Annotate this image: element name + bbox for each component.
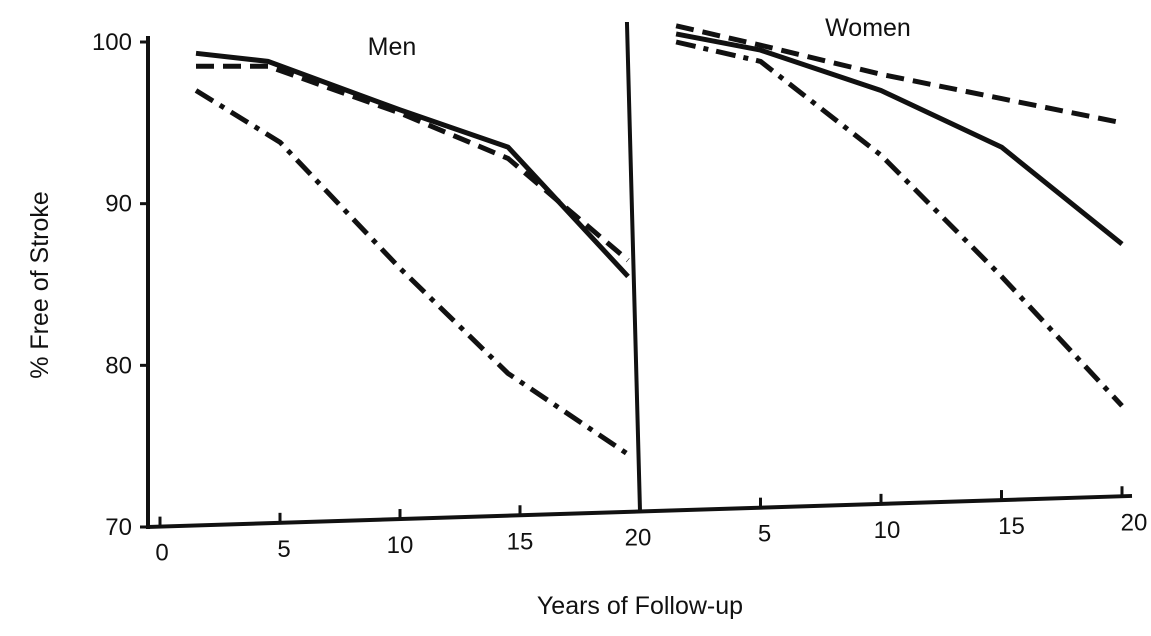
panel-title: Women xyxy=(825,14,911,42)
series-line-dash-dot xyxy=(675,39,1124,408)
y-tick-label: 70 xyxy=(105,514,132,541)
x-tick-label: 20 xyxy=(625,524,652,551)
x-tick-label: 10 xyxy=(387,532,414,559)
x-axis-title: Years of Follow-up xyxy=(537,592,743,620)
x-tick-label: 5 xyxy=(277,536,290,563)
y-tick-label: 100 xyxy=(92,29,132,56)
series-line-solid xyxy=(195,50,630,279)
panel-title: Men xyxy=(368,33,417,61)
x-tick-label: 10 xyxy=(874,517,901,544)
y-axis-title: % Free of Stroke xyxy=(26,191,54,379)
x-tick-label: 0 xyxy=(155,540,168,567)
series-line-dash-dot xyxy=(194,88,630,457)
series-group xyxy=(194,23,1124,457)
series-line-dashed xyxy=(196,63,630,263)
x-tick-label: 20 xyxy=(1121,509,1148,536)
axes-group xyxy=(140,21,1133,530)
x-tick-label: 15 xyxy=(998,513,1025,540)
x-tick-label: 15 xyxy=(507,528,534,555)
tick-labels-group: 70 80 90 100 Men 0 5 10 15 20 Women 5 10 15 20 xyxy=(92,14,1147,567)
panel-divider-line xyxy=(624,21,643,514)
y-tick-label: 90 xyxy=(105,191,132,218)
y-tick-label: 80 xyxy=(105,352,132,379)
series-line-dashed xyxy=(675,23,1123,126)
x-tick-label: 5 xyxy=(758,521,771,548)
series-line-solid xyxy=(675,31,1124,247)
